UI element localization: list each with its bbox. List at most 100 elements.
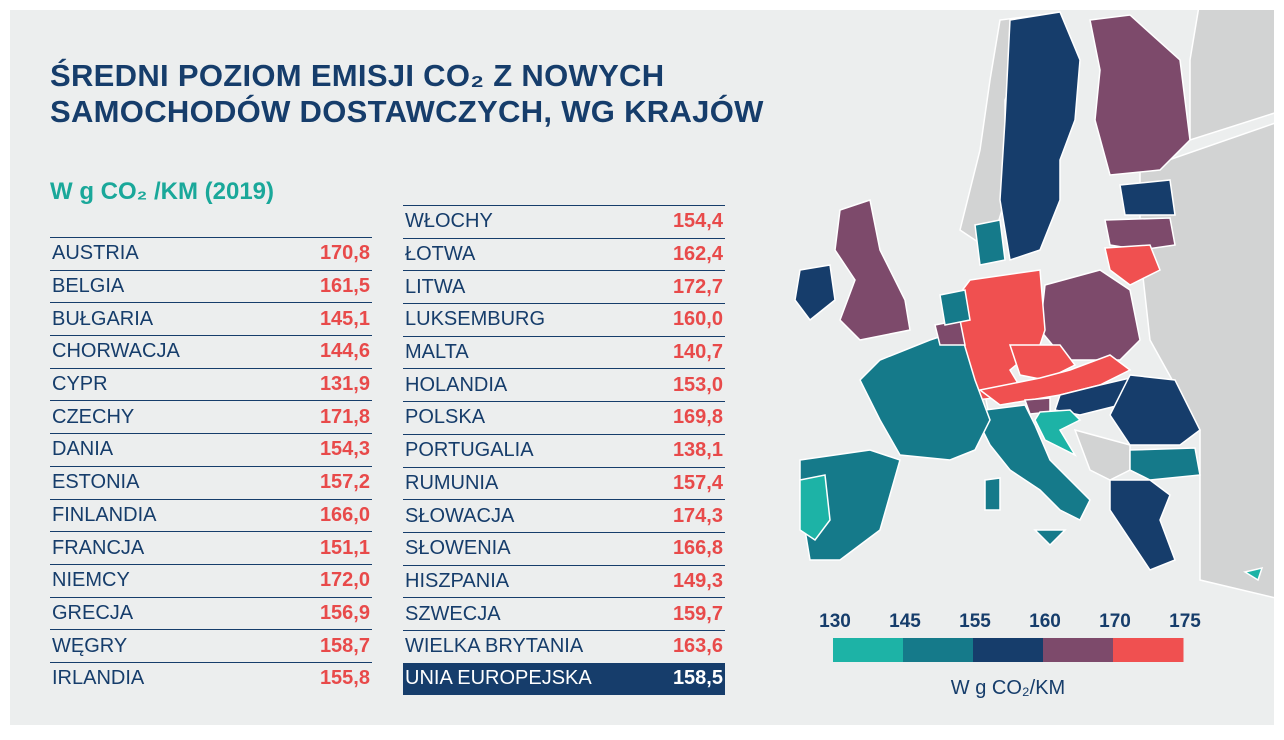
value: 163,6 xyxy=(672,635,723,658)
country: LITWA xyxy=(405,275,466,298)
finland xyxy=(1089,14,1191,176)
country: BUŁGARIA xyxy=(52,307,154,330)
country: UNIA EUROPEJSKA xyxy=(405,667,592,690)
table-row: LITWA 172,7 xyxy=(403,270,725,303)
table-row: NIEMCY 172,0 xyxy=(50,563,372,597)
value: 160,0 xyxy=(672,308,723,331)
country: WŁOCHY xyxy=(405,210,493,233)
sardinia xyxy=(984,477,1001,511)
country: GRECJA xyxy=(52,601,134,624)
value: 166,8 xyxy=(672,537,723,560)
value: 172,7 xyxy=(672,275,723,298)
table-row: POLSKA 169,8 xyxy=(403,401,725,434)
country: DANIA xyxy=(52,438,114,461)
value: 171,8 xyxy=(319,405,370,428)
country: ESTONIA xyxy=(52,471,140,494)
legend-tick: 130 xyxy=(819,611,851,632)
country: PORTUGALIA xyxy=(405,439,534,462)
value: 154,4 xyxy=(672,210,723,233)
table-row: HOLANDIA 153,0 xyxy=(403,368,725,401)
legend-tick: 155 xyxy=(959,611,991,632)
denmark xyxy=(974,219,1006,266)
netherlands xyxy=(939,289,971,326)
value: 166,0 xyxy=(319,503,370,526)
table-row: FRANCJA 151,1 xyxy=(50,531,372,564)
table-row: IRLANDIA 155,8 xyxy=(50,661,372,695)
country: SŁOWENIA xyxy=(405,537,511,560)
estonia xyxy=(1119,179,1176,216)
austria-slovakia xyxy=(978,354,1132,406)
country: LUKSEMBURG xyxy=(405,308,546,331)
value: 149,3 xyxy=(672,569,723,592)
legend-swatch xyxy=(833,638,904,662)
value: 156,9 xyxy=(319,601,370,624)
table-row: FINLANDIA 166,0 xyxy=(50,498,372,532)
table-row: BUŁGARIA 145,1 xyxy=(50,302,372,335)
country: BELGIA xyxy=(52,275,125,298)
country: SZWECJA xyxy=(405,602,501,625)
legend-tick: 145 xyxy=(889,611,921,632)
ireland xyxy=(794,264,836,322)
value: 140,7 xyxy=(672,341,723,364)
table-row: CHORWACJA 144,6 xyxy=(50,335,372,368)
title-line: SAMOCHODÓW DOSTAWCZYCH, WG KRAJÓW xyxy=(50,94,764,129)
country: RUMUNIA xyxy=(405,471,499,494)
country: CYPR xyxy=(52,373,108,396)
sicily xyxy=(1033,529,1067,547)
value: 151,1 xyxy=(319,536,370,559)
value: 155,8 xyxy=(319,667,370,690)
table-row: ŁOTWA 162,4 xyxy=(403,237,725,271)
country: NIEMCY xyxy=(52,569,130,592)
country: ŁOTWA xyxy=(405,243,476,266)
panel: 130 145 155 160 170 175 ŚREDNI POZIOM EMISJI … xyxy=(10,10,1274,725)
total-row: UNIA EUROPEJSKA 158,5 xyxy=(403,662,725,696)
latvia xyxy=(1104,217,1176,251)
table-row: PORTUGALIA 138,1 xyxy=(403,433,725,467)
country: IRLANDIA xyxy=(52,667,145,690)
legend-tick: 160 xyxy=(1029,611,1061,632)
legend-swatch xyxy=(1043,638,1114,662)
value: 153,0 xyxy=(672,373,723,396)
title-line: ŚREDNI POZIOM EMISJI CO₂ Z NOWYCH xyxy=(50,58,665,93)
poland xyxy=(1039,269,1141,361)
sweden xyxy=(999,11,1081,261)
table-row: SZWECJA 159,7 xyxy=(403,597,725,630)
value: 144,6 xyxy=(319,340,370,363)
country: HOLANDIA xyxy=(405,373,508,396)
croatia xyxy=(1034,409,1082,457)
value: 145,1 xyxy=(319,307,370,330)
cyprus xyxy=(1243,566,1264,582)
country: FINLANDIA xyxy=(52,503,157,526)
country: WĘGRY xyxy=(52,634,128,657)
map: 130 145 155 160 170 175 xyxy=(794,10,1274,662)
value: 174,3 xyxy=(672,504,723,527)
country: WIELKA BRYTANIA xyxy=(405,635,584,658)
country: AUSTRIA xyxy=(52,242,139,265)
country: MALTA xyxy=(405,341,469,364)
land xyxy=(1073,428,1131,481)
value: 131,9 xyxy=(319,373,370,396)
value: 154,3 xyxy=(319,438,370,461)
table-row: LUKSEMBURG 160,0 xyxy=(403,303,725,336)
lithuania xyxy=(1104,244,1161,286)
value: 138,1 xyxy=(672,439,723,462)
value: 162,4 xyxy=(672,243,723,266)
legend-tick: 170 xyxy=(1099,611,1131,632)
table-row: WIELKA BRYTANIA 163,6 xyxy=(403,629,725,663)
table-row: CYPR 131,9 xyxy=(50,367,372,401)
greece xyxy=(1109,479,1176,571)
subtitle: W g CO₂ /KM (2019) xyxy=(50,178,275,205)
title: ŚREDNI POZIOM EMISJI CO₂ Z NOWYCH SAMOCH… xyxy=(50,58,764,130)
value: 169,8 xyxy=(672,406,723,429)
country: CHORWACJA xyxy=(52,340,180,363)
country: HISZPANIA xyxy=(405,569,510,592)
table-row: AUSTRIA 170,8 xyxy=(50,237,372,270)
value: 159,7 xyxy=(672,602,723,625)
table-row: BELGIA 161,5 xyxy=(50,269,372,303)
value: 158,7 xyxy=(319,634,370,657)
legend-swatch xyxy=(903,638,974,662)
table-row: SŁOWACJA 174,3 xyxy=(403,499,725,532)
legend-label: W g CO₂/KM xyxy=(950,677,1066,699)
uk xyxy=(834,199,911,341)
value: 161,5 xyxy=(319,275,370,298)
